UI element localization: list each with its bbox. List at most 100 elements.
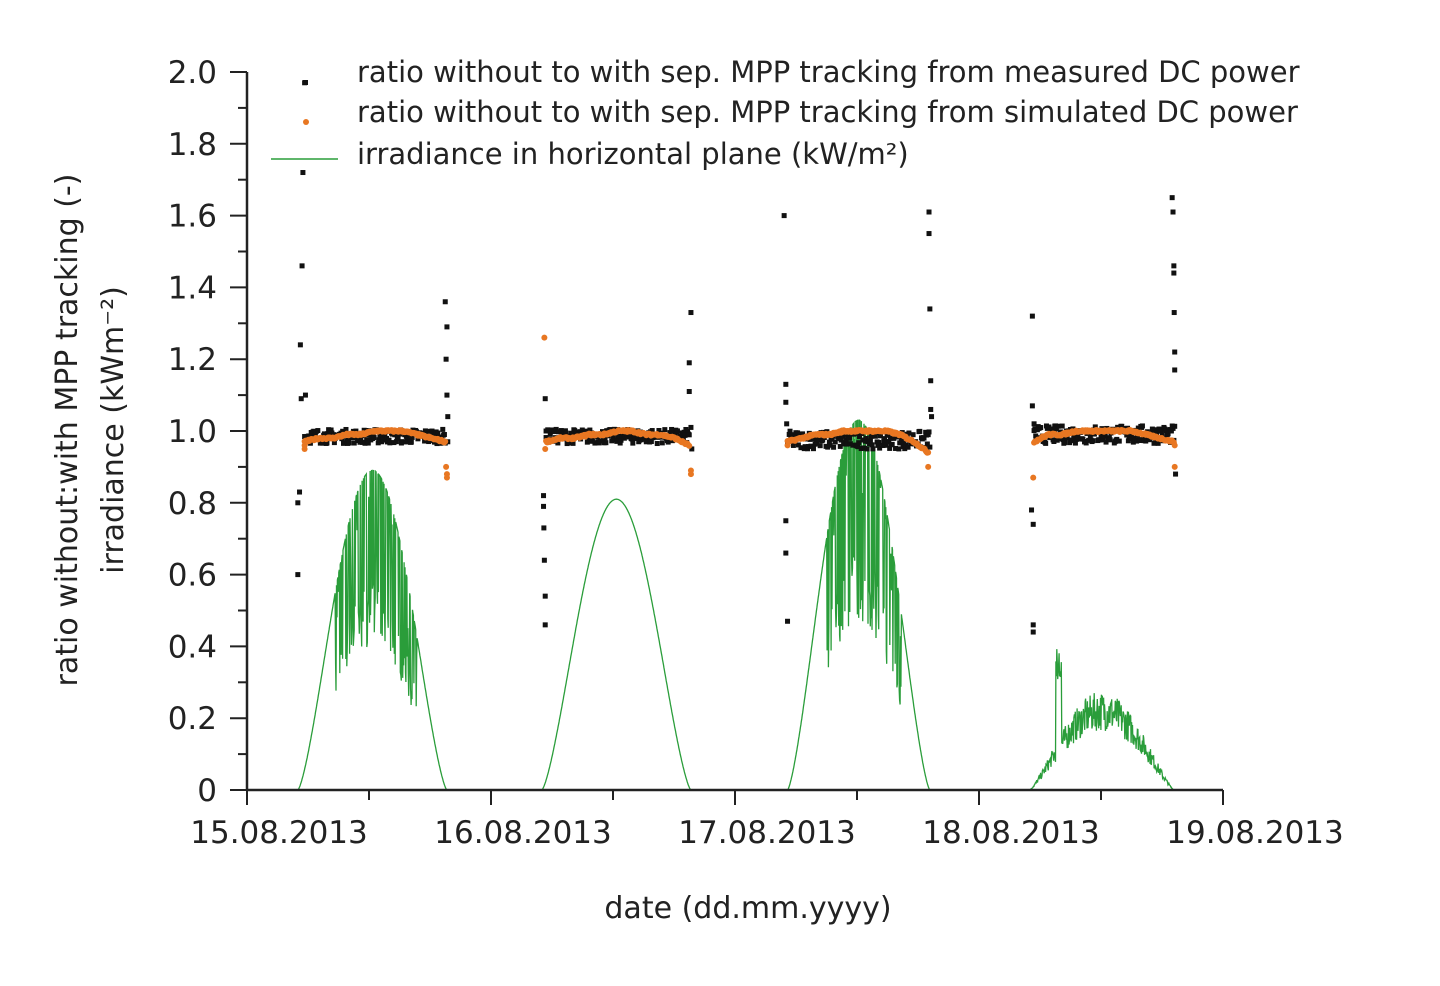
measured-point <box>1165 431 1171 437</box>
measured-point <box>1030 629 1036 635</box>
measured-point <box>1103 439 1109 445</box>
measured-point <box>847 441 853 447</box>
measured-point <box>556 429 562 435</box>
measured-point <box>926 231 932 237</box>
measured-point <box>802 444 808 450</box>
simulated-point <box>442 438 449 445</box>
measured-point <box>442 299 448 305</box>
measured-point <box>1107 437 1113 443</box>
measured-point <box>827 442 833 448</box>
x-tick-label: 16.08.2013 <box>434 815 612 851</box>
measured-point <box>399 439 405 445</box>
measured-point <box>855 444 861 450</box>
measured-point <box>927 306 933 312</box>
measured-point <box>331 440 337 446</box>
measured-point <box>685 428 691 434</box>
measured-point <box>891 435 897 441</box>
measured-point <box>787 428 793 434</box>
measured-point <box>630 440 636 446</box>
plot-area <box>247 80 1223 791</box>
simulated-point <box>301 445 308 452</box>
measured-point <box>602 435 608 441</box>
y-tick-label: 1.4 <box>168 270 217 306</box>
measured-point <box>1029 507 1035 513</box>
simulated-point <box>541 334 548 341</box>
measured-point <box>403 439 409 445</box>
measured-point <box>1140 435 1146 441</box>
measured-point <box>579 427 585 433</box>
measured-point <box>542 622 548 628</box>
measured-point <box>603 440 609 446</box>
y-axis-ticks: 0 0.2 0.4 0.6 0.8 1.0 1.2 1.4 1.6 1.8 2.0 <box>168 55 247 809</box>
measured-point <box>1137 437 1143 443</box>
y-tick-label: 0 <box>197 773 217 809</box>
measured-point <box>444 324 450 330</box>
y-tick-label: 2.0 <box>168 55 217 91</box>
measured-point <box>547 431 553 437</box>
measured-point <box>832 439 838 445</box>
measured-point <box>404 434 410 440</box>
measured-point <box>543 435 549 441</box>
measured-point <box>674 428 680 434</box>
measured-point <box>665 439 671 445</box>
y-tick-label: 0.6 <box>168 558 217 594</box>
measured-point <box>299 263 305 269</box>
measured-point <box>1055 423 1061 429</box>
measured-point <box>297 489 303 495</box>
measured-point <box>885 432 891 438</box>
measured-point <box>905 444 911 450</box>
measured-point <box>882 436 888 442</box>
x-tick-label: 17.08.2013 <box>678 815 856 851</box>
measured-point <box>541 525 547 531</box>
measured-point <box>300 170 306 176</box>
measured-point <box>350 435 356 441</box>
measured-point <box>654 441 660 447</box>
measured-point <box>862 438 868 444</box>
measured-point <box>298 396 304 402</box>
measured-point <box>610 433 616 439</box>
measured-point <box>875 442 881 448</box>
measured-point <box>423 430 429 436</box>
measured-point <box>395 435 401 441</box>
measured-point <box>1049 426 1055 432</box>
measured-point <box>1172 349 1178 355</box>
measured-point <box>617 440 623 446</box>
measured-point <box>814 439 820 445</box>
measured-point <box>688 310 694 316</box>
measured-point <box>345 437 351 443</box>
measured-point <box>584 439 590 445</box>
measured-point <box>1075 434 1081 440</box>
measured-point <box>573 429 579 435</box>
measured-point <box>856 440 862 446</box>
measured-point <box>844 441 850 447</box>
measured-point <box>783 399 789 405</box>
measured-point <box>441 432 447 438</box>
measured-point <box>928 378 934 384</box>
measured-point <box>883 442 889 448</box>
measured-point <box>643 439 649 445</box>
measured-point <box>686 432 692 438</box>
measured-point <box>1139 423 1145 429</box>
measured-point <box>440 426 446 432</box>
measured-point <box>887 445 893 451</box>
measured-point <box>302 392 308 398</box>
measured-point <box>321 431 327 437</box>
measured-point <box>926 429 932 435</box>
measured-point <box>906 430 912 436</box>
measured-point <box>1031 421 1037 427</box>
measured-point <box>543 428 549 434</box>
measured-point <box>926 209 932 215</box>
measured-point <box>917 428 923 434</box>
measured-point <box>902 446 908 452</box>
measured-point <box>862 445 868 451</box>
y-tick-label: 1.2 <box>168 342 217 378</box>
measured-point <box>1071 433 1077 439</box>
x-axis-ticks: 15.08.2013 16.08.2013 17.08.2013 18.08.2013… <box>190 790 1344 851</box>
measured-point <box>324 440 330 446</box>
measured-point <box>295 572 301 578</box>
simulated-point <box>443 463 450 470</box>
measured-point <box>1171 270 1177 276</box>
measured-point <box>888 435 894 441</box>
measured-point <box>820 437 826 443</box>
y-tick-label: 0.4 <box>168 629 217 665</box>
